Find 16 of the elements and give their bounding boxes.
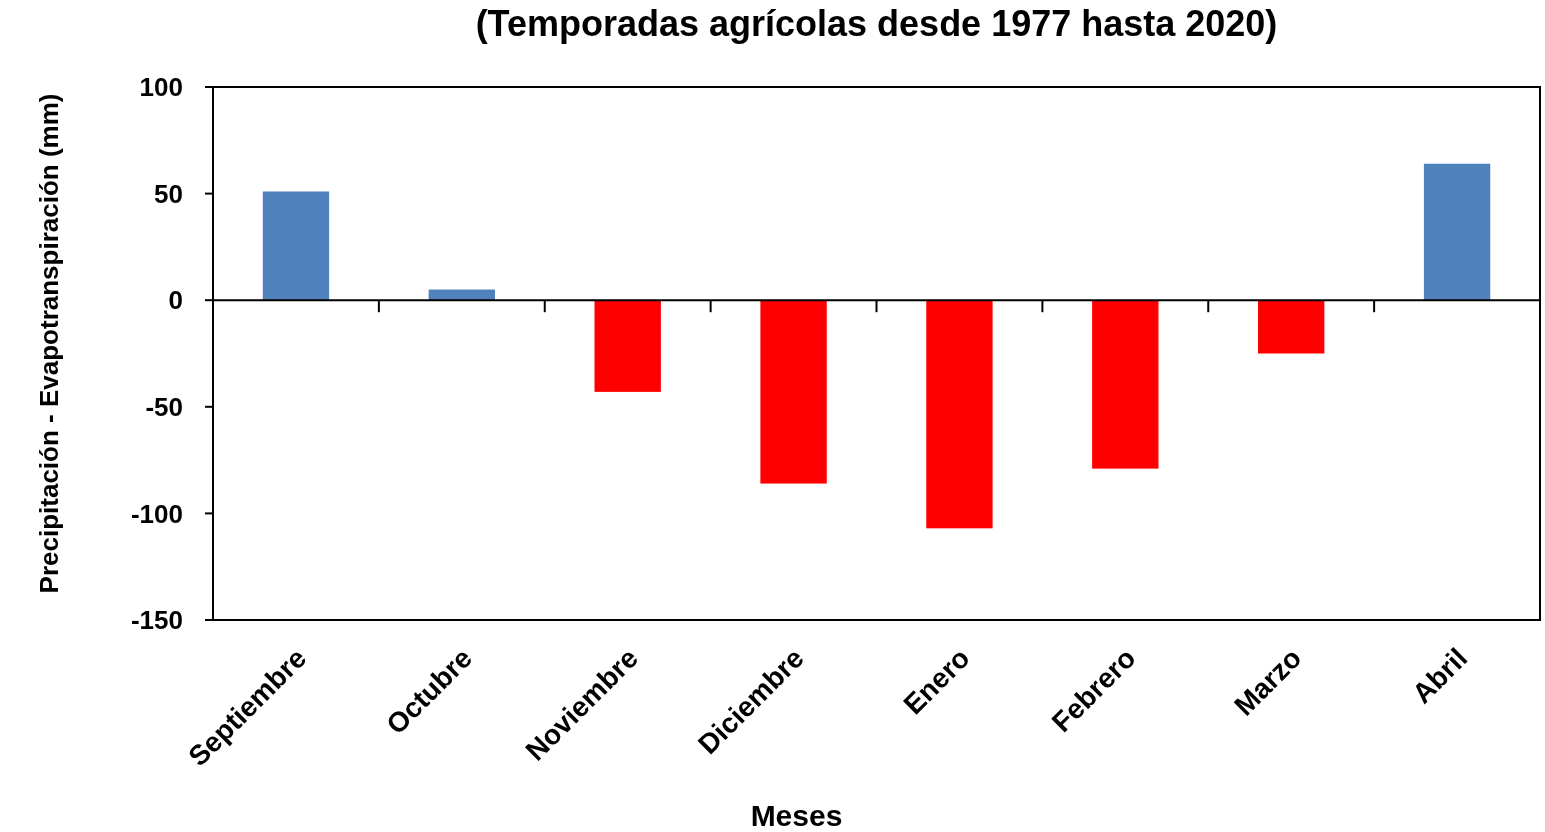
chart-title: (Temporadas agrícolas desde 1977 hasta 2020) — [475, 3, 1278, 44]
y-tick-label: 100 — [139, 72, 183, 103]
y-tick-label: 0 — [168, 285, 183, 316]
y-axis-title: Precipitación - Evapotranspiración (mm) — [34, 93, 64, 594]
y-tick-label: -150 — [130, 605, 183, 636]
bar — [1092, 300, 1159, 469]
bar — [262, 191, 330, 301]
bar — [760, 300, 827, 484]
bar — [1423, 163, 1491, 301]
y-tick-label: -50 — [145, 391, 183, 422]
x-axis-title: Meses — [750, 799, 843, 832]
bar — [1258, 300, 1325, 354]
y-tick-label: 50 — [154, 178, 183, 209]
y-tick-label: -100 — [130, 498, 183, 529]
bar — [926, 300, 993, 529]
bar — [594, 300, 661, 392]
